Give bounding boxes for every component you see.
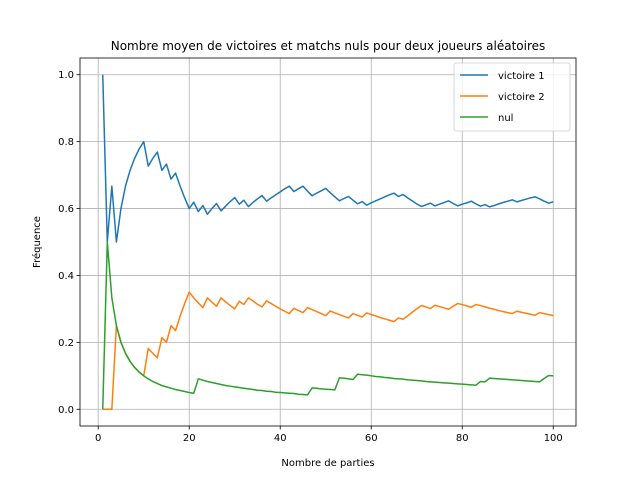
- y-axis-ticks: 0.0 0.2 0.4 0.6 0.8 1.0: [58, 70, 80, 416]
- chart-title: Nombre moyen de victoires et matchs nuls…: [111, 39, 546, 53]
- y-tick-label: 1.0: [58, 70, 74, 81]
- y-tick-label: 0.2: [58, 338, 74, 349]
- x-tick-label: 40: [274, 433, 287, 444]
- x-tick-label: 60: [365, 433, 378, 444]
- x-tick-label: 100: [544, 433, 563, 444]
- y-axis-title: Fréquence: [31, 216, 43, 268]
- series-line-victoire-1: [102, 74, 554, 243]
- legend-label-nul: nul: [498, 113, 513, 124]
- y-tick-label: 0.6: [58, 204, 74, 215]
- series-lines: [102, 74, 554, 411]
- legend-box: [453, 62, 571, 132]
- legend-label-victoire-2: victoire 2: [498, 92, 545, 103]
- series-line-nul: [102, 241, 554, 410]
- y-tick-label: 0.4: [58, 271, 74, 282]
- x-axis-ticks: 0 20 40 60 80 100: [95, 426, 563, 444]
- legend: victoire 1 victoire 2 nul: [453, 62, 571, 132]
- x-axis-title: Nombre de parties: [281, 458, 374, 469]
- x-tick-label: 80: [456, 433, 469, 444]
- legend-label-victoire-1: victoire 1: [498, 71, 545, 82]
- y-tick-label: 0.0: [58, 405, 74, 416]
- x-tick-label: 0: [95, 433, 101, 444]
- series-line-victoire-2: [102, 291, 554, 411]
- y-tick-label: 0.8: [58, 137, 74, 148]
- plot-frame: [79, 57, 577, 427]
- x-tick-label: 20: [183, 433, 196, 444]
